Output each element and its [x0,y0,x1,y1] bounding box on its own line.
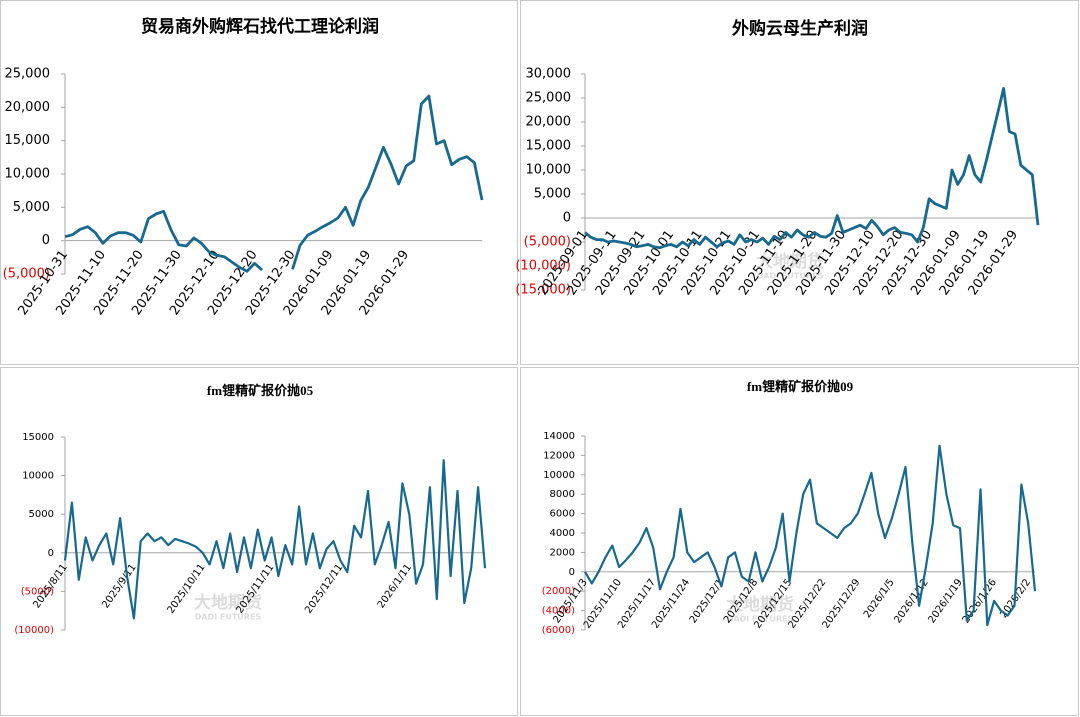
y-tick-label: 15,000 [526,139,572,154]
y-tick-label: 0 [48,548,54,559]
y-tick-label: 0 [569,567,575,578]
y-tick-label: 20,000 [526,115,572,130]
watermark: DADI FUTURES [195,613,262,622]
line-series [584,87,1040,250]
y-tick-label: 12000 [543,450,575,461]
y-tick-label: 8000 [550,489,575,500]
watermark: 大地期货 [756,251,824,272]
watermark: DADI FUTURES [757,272,824,281]
y-tick-label: 30,000 [526,67,572,82]
y-tick-label: (5,000) [3,267,50,282]
line-series [584,444,1037,627]
panel [520,367,1079,716]
chart-title: fm锂精矿报价抛05 [207,383,314,398]
y-tick-label: (10000) [14,625,54,636]
line-series [64,94,484,273]
y-tick-label: (6000) [542,625,575,636]
watermark: DADI FUTURES [727,615,794,624]
chart-title: 贸易商外购辉石找代工理论利润 [141,16,379,36]
y-tick-label: 25,000 [526,91,572,106]
line-series [63,459,487,620]
panel [0,0,518,365]
y-tick-label: (2000) [542,586,575,597]
chart-title: fm锂精矿报价抛09 [747,379,854,394]
y-tick-label: 15,000 [5,133,51,148]
y-tick-label: (10,000) [515,259,571,274]
chart-title: 外购云母生产利润 [732,18,868,38]
y-tick-label: 2000 [550,547,575,558]
panel [520,0,1079,365]
y-tick-label: 4000 [550,528,575,539]
y-tick-label: 0 [42,233,50,248]
y-tick-label: 10,000 [526,163,572,178]
y-tick-label: 10000 [22,471,54,482]
y-tick-label: 20,000 [5,100,51,115]
y-tick-label: 10,000 [5,167,51,182]
y-tick-label: (15,000) [515,283,571,298]
y-tick-label: 25,000 [5,67,51,82]
y-tick-label: 5,000 [534,187,571,202]
y-tick-label: (5000) [21,586,54,597]
watermark: 大地期货 [726,594,794,615]
y-tick-label: 0 [563,211,571,226]
y-tick-label: (5,000) [524,235,571,250]
watermark: 大地期货 [194,592,262,613]
y-tick-label: 6000 [550,509,575,520]
y-tick-label: 14000 [543,431,575,442]
y-tick-label: (4000) [542,606,575,617]
y-tick-label: 15000 [22,432,54,443]
y-tick-label: 5000 [29,509,54,520]
y-tick-label: 5,000 [13,200,50,215]
y-tick-label: 10000 [543,470,575,481]
